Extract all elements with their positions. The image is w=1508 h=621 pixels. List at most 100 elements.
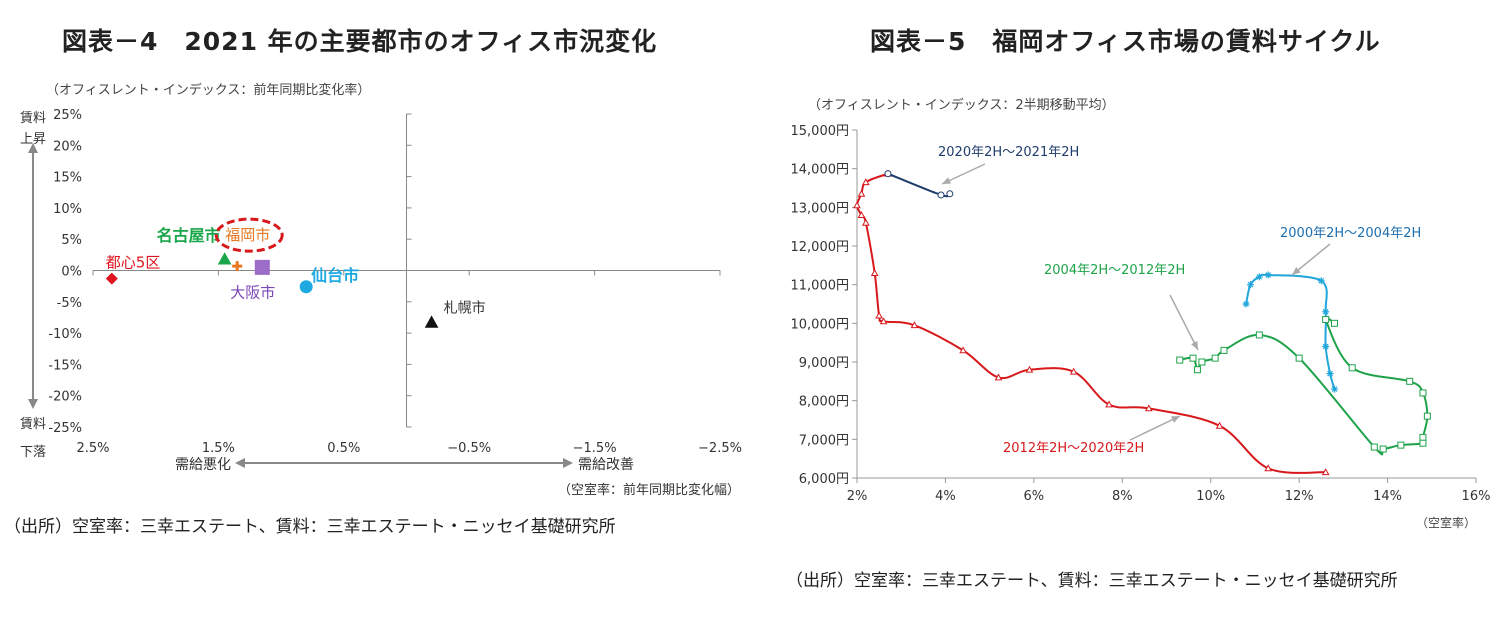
y-tick-label: 0%	[61, 265, 82, 280]
series-point	[870, 269, 879, 276]
supply-better-label: 需給改善	[578, 457, 634, 473]
series-point	[1331, 319, 1339, 327]
y-tick-label: 14,000円	[791, 163, 850, 178]
series-point	[1215, 421, 1224, 429]
y-tick-label: 13,000円	[791, 201, 850, 216]
chart-5-x-caption: （空室率）	[1416, 515, 1476, 530]
annotation-label: 2012年2H～2020年2H	[1003, 441, 1144, 456]
x-tick-label: −2.5%	[698, 441, 742, 456]
series-point	[1406, 377, 1414, 385]
x-tick-label: 2.5%	[76, 441, 109, 456]
y-tick-label: 9,000円	[799, 356, 849, 371]
y-tick-label: 20%	[53, 139, 82, 154]
arrow-down-icon	[28, 399, 38, 409]
series-point	[994, 373, 1003, 381]
series-point	[1379, 445, 1387, 453]
chart-4-source: （出所）空室率：三幸エステート、賃料：三幸エステート・ニッセイ基礎研究所	[4, 517, 616, 537]
rent-down-label-1: 賃料	[20, 417, 46, 432]
point-label: 名古屋市	[157, 226, 221, 245]
series-point	[1322, 308, 1330, 316]
series-point	[1317, 277, 1325, 285]
series-point	[959, 346, 967, 354]
point-marker	[217, 252, 232, 265]
annotation-label: 2020年2H～2021年2H	[938, 145, 1079, 160]
series-point	[884, 170, 892, 178]
series-point	[1176, 356, 1184, 364]
series-point	[910, 321, 919, 329]
y-tick-label: 8,000円	[799, 395, 849, 410]
y-tick-label: -10%	[48, 327, 82, 342]
x-tick-label: −1.5%	[573, 441, 617, 456]
series-point	[1419, 439, 1427, 447]
point-label: 仙台市	[311, 266, 359, 285]
x-tick-label: −0.5%	[447, 441, 491, 456]
series-point	[1198, 358, 1206, 366]
series-point	[1105, 400, 1113, 408]
series-point	[1321, 468, 1330, 476]
series-point	[1255, 273, 1263, 281]
series-point	[1189, 354, 1197, 362]
series-point	[1193, 366, 1201, 374]
annotation-label: 2000年2H～2004年2H	[1280, 226, 1421, 241]
series-point	[1295, 354, 1303, 362]
series-point	[1025, 365, 1034, 373]
highlight-ellipse	[214, 217, 284, 253]
rent-up-label-1: 賃料	[20, 111, 46, 126]
y-tick-label: 10%	[53, 202, 82, 217]
point-label: 札幌市	[444, 299, 486, 316]
chart-4-x-caption: （空室率：前年同期比変化幅）	[558, 482, 740, 498]
point-label: 都心5区	[106, 254, 161, 272]
series-point	[861, 178, 870, 186]
point-marker	[299, 280, 313, 294]
series-point	[1423, 412, 1431, 420]
point-marker	[424, 315, 439, 328]
series-point	[1419, 389, 1427, 397]
series-point	[1326, 370, 1334, 378]
series-point	[1255, 331, 1263, 339]
x-tick-label: 0.5%	[327, 441, 360, 456]
series-point	[1069, 367, 1078, 375]
y-tick-label: 25%	[53, 108, 82, 123]
rent-down-label-2: 下落	[20, 445, 46, 460]
series-point	[1242, 300, 1250, 308]
arrow-right-icon	[563, 458, 573, 468]
y-tick-label: 6,000円	[799, 472, 849, 487]
y-tick-label: 12,000円	[791, 240, 850, 255]
y-tick-label: -20%	[48, 390, 82, 405]
series-point	[875, 311, 883, 319]
point-label: 大阪市	[230, 283, 275, 301]
series-point	[857, 189, 866, 197]
series-line	[1179, 315, 1429, 456]
series-point	[857, 211, 866, 218]
chart-4-subtitle: （オフィスレント・インデックス：前年同期比変化率）	[46, 82, 370, 98]
annotation-arrowhead	[1191, 341, 1198, 350]
series-point	[1264, 271, 1272, 279]
x-tick-label: 2%	[847, 489, 868, 504]
chart-5-source: （出所）空室率：三幸エステート、賃料：三幸エステート・ニッセイ基礎研究所	[786, 571, 1398, 591]
series-point	[946, 190, 954, 198]
series-point	[1322, 315, 1330, 323]
x-tick-label: 10%	[1196, 489, 1225, 504]
x-tick-label: 8%	[1112, 489, 1133, 504]
point-label: 福岡市	[225, 226, 270, 244]
series-line	[855, 172, 1326, 474]
chart-5-rent-cycle: （オフィスレント・インデックス：2半期移動平均） 6,000円 7,000円 8,00…	[791, 97, 1491, 530]
y-tick-label: -25%	[48, 421, 82, 436]
series-point	[1419, 433, 1427, 441]
arrow-left-icon	[235, 458, 245, 468]
series-point	[1348, 364, 1356, 372]
series-point	[1144, 404, 1153, 412]
series-point	[937, 191, 945, 199]
chart-4-scatter: （オフィスレント・インデックス：前年同期比変化率） 25% 20% 15% 10% 5% 0…	[20, 82, 742, 498]
x-tick-label: 14%	[1373, 489, 1402, 504]
series-point	[853, 201, 861, 209]
series-point	[879, 317, 888, 325]
y-tick-label: 15%	[53, 171, 82, 186]
series-point	[1247, 281, 1255, 289]
annotation-arrowhead	[1292, 267, 1301, 275]
annotation-arrowhead	[942, 177, 951, 184]
annotation-label: 2004年2H～2012年2H	[1044, 263, 1185, 278]
annotation-arrowhead	[1171, 416, 1180, 423]
x-tick-label: 16%	[1462, 489, 1491, 504]
annotation-arrow	[1129, 415, 1181, 441]
